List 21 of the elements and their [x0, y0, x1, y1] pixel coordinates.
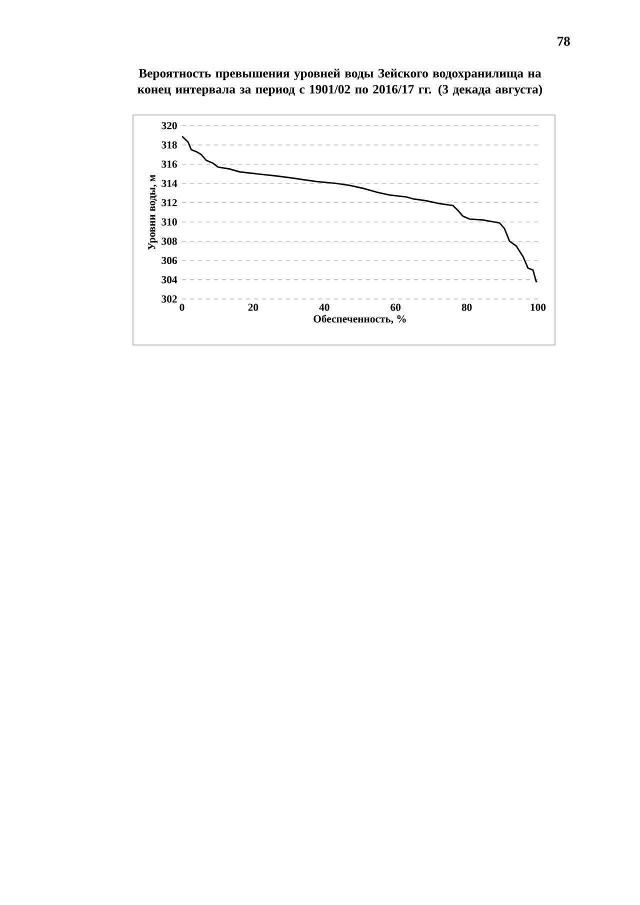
y-tick-label: 318 [162, 141, 177, 149]
y-tick-label: 306 [162, 256, 177, 264]
y-tick-label: 310 [162, 218, 177, 226]
y-tick-label: 304 [162, 276, 178, 284]
x-tick-label: 100 [530, 304, 546, 311]
text: 78 [558, 36, 570, 46]
y-tick-label: 316 [162, 160, 177, 168]
y-tick-label: 308 [162, 238, 177, 245]
y-tick-label: 314 [162, 180, 178, 188]
x-tick-label: 60 [390, 304, 401, 311]
x-axis-title: Обеспеченность, % [314, 314, 406, 324]
chart-title: Вероятность превышения уровней воды Зейского водохранилища на конец интервала за период с 1901/02 по 2016/17 гг. (3 декада августа) [138, 68, 542, 96]
x-tick-label: 20 [248, 304, 258, 311]
y-axis-title: Уровни воды, м [148, 174, 158, 250]
x-tick-label: 80 [462, 304, 472, 311]
y-tick-label: 312 [162, 199, 177, 206]
line-series [182, 136, 538, 282]
y-tick-label: 320 [162, 122, 177, 130]
x-tick-label: 40 [319, 304, 330, 311]
y-tick-label: 302 [162, 295, 177, 303]
x-tick-label: 0 [180, 304, 184, 311]
